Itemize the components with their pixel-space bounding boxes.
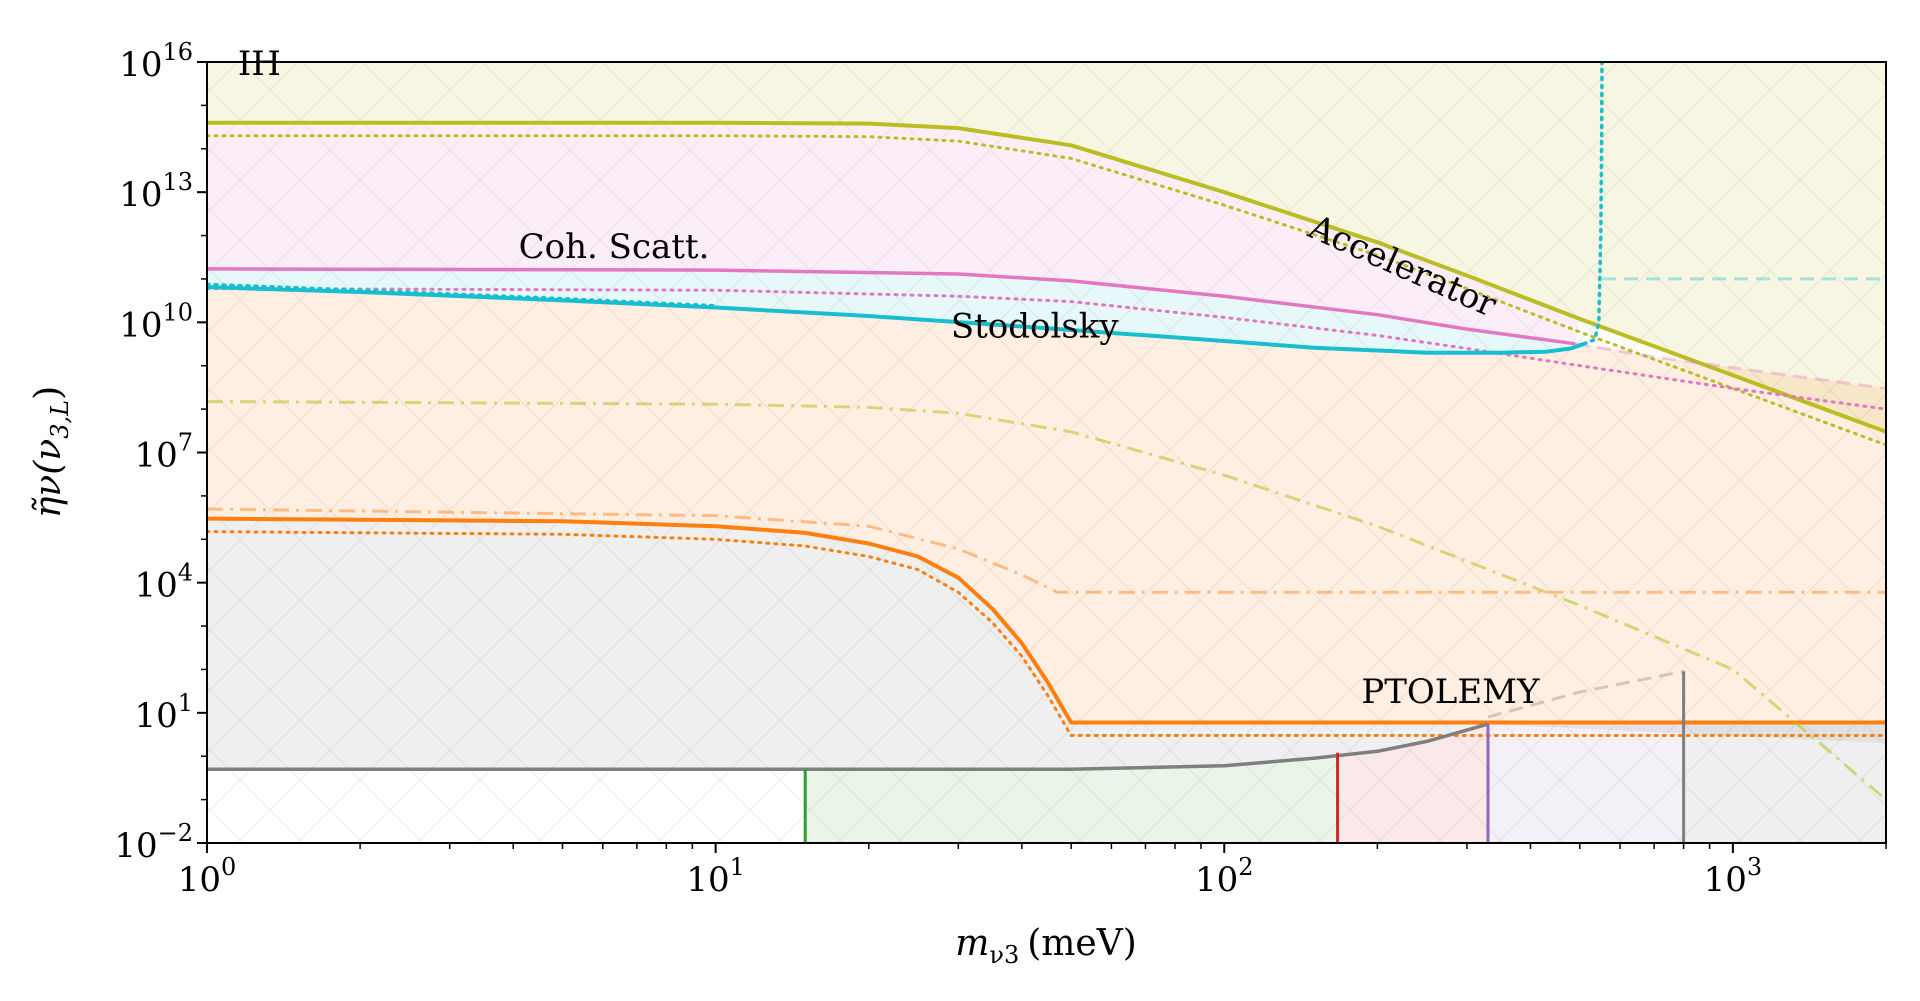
series-coh-scatt-dotted [207,287,1886,411]
series-stodolsky-dotted-vertical [207,282,718,308]
tick-label: 101 [686,853,745,900]
series-ptolemy-dash-dot-faint [207,507,1886,594]
annotation-stodolsky: Stodolsky [951,306,1120,346]
tick-label: 10−2 [114,819,193,866]
tick-label: 100 [178,853,237,900]
series-layer [207,62,1886,801]
tick-label: 103 [1704,853,1763,900]
series-stodolsky-solid [207,285,1585,355]
series-accelerator-dash-dot-faint [207,400,1886,801]
annotation-coh-scatt: Coh. Scatt. [519,227,710,267]
series-coh-scatt-solid [207,267,1576,346]
y-axis-label: η̃ν(ν3,L) [28,386,74,518]
series-coh-scatt-dashed-faint [1575,342,1886,390]
shaded-regions [207,62,1886,843]
series-ptolemy-solid [207,516,1886,725]
tick-label: 1010 [119,298,193,345]
hatch-overlay [207,62,1886,843]
x-axis-label: mν3 (meV) [955,923,1137,969]
tick-label: 104 [134,559,193,606]
tick-label: 101 [134,689,193,736]
tick-label: 1016 [119,38,193,85]
tick-label: 102 [1195,853,1254,900]
series-accelerator-dotted [207,134,1886,447]
series-stodolsky-dotted-edge [1582,62,1604,346]
series-ptolemy-dotted [207,530,1886,737]
tick-label: 107 [134,429,193,476]
series-accelerator-solid [207,120,1886,434]
series-baseline-gray [207,722,1489,772]
tick-labels-layer: 100 101 102 103 10−2 101 104 107 1010 1013 1016 [114,38,1762,900]
vertical-lines-layer [803,671,1686,843]
annotation-ih: IH [238,44,281,84]
annotation-ptolemy: PTOLEMY [1361,672,1540,712]
ticks-layer [197,61,1887,853]
tick-label: 1013 [119,168,193,215]
